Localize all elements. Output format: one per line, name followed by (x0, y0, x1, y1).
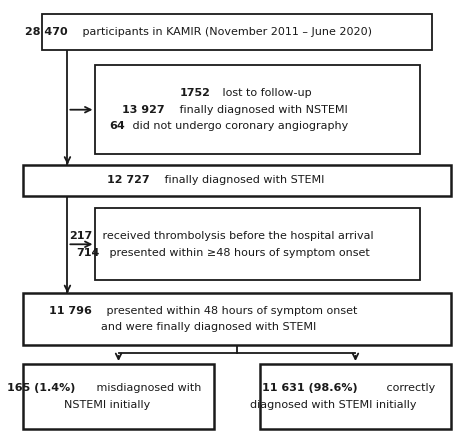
Text: received thrombolysis before the hospital arrival: received thrombolysis before the hospita… (99, 231, 374, 241)
Text: 28 470: 28 470 (25, 27, 67, 37)
Bar (42, 15, 432, 50)
Text: correctly: correctly (383, 383, 435, 393)
Text: 1752: 1752 (180, 88, 211, 98)
Text: 217: 217 (70, 231, 93, 241)
Text: and were finally diagnosed with STEMI: and were finally diagnosed with STEMI (101, 323, 316, 332)
Text: 714: 714 (76, 248, 100, 257)
Text: 11 796: 11 796 (49, 306, 92, 316)
Text: 165 (1.4%): 165 (1.4%) (7, 383, 75, 393)
Text: diagnosed with STEMI initially: diagnosed with STEMI initially (250, 400, 417, 410)
Text: participants in KAMIR (November 2011 – June 2020): participants in KAMIR (November 2011 – J… (79, 27, 372, 37)
Text: finally diagnosed with NSTEMI: finally diagnosed with NSTEMI (176, 105, 348, 115)
Bar (260, 364, 451, 429)
Text: misdiagnosed with: misdiagnosed with (93, 383, 201, 393)
Text: NSTEMI initially: NSTEMI initially (64, 400, 150, 410)
Bar (95, 65, 420, 154)
Bar (23, 293, 451, 345)
Text: lost to follow-up: lost to follow-up (219, 88, 311, 98)
Text: did not undergo coronary angiography: did not undergo coronary angiography (129, 121, 348, 131)
Text: finally diagnosed with STEMI: finally diagnosed with STEMI (161, 175, 324, 186)
Bar (23, 165, 451, 196)
Text: 12 727: 12 727 (107, 175, 149, 186)
Text: 11 631 (98.6%): 11 631 (98.6%) (262, 383, 357, 393)
Bar (23, 364, 214, 429)
Text: 64: 64 (109, 121, 125, 131)
Bar (95, 209, 420, 280)
Text: 13 927: 13 927 (122, 105, 165, 115)
Text: presented within 48 hours of symptom onset: presented within 48 hours of symptom ons… (103, 306, 358, 316)
Text: presented within ≥48 hours of symptom onset: presented within ≥48 hours of symptom on… (106, 248, 370, 257)
